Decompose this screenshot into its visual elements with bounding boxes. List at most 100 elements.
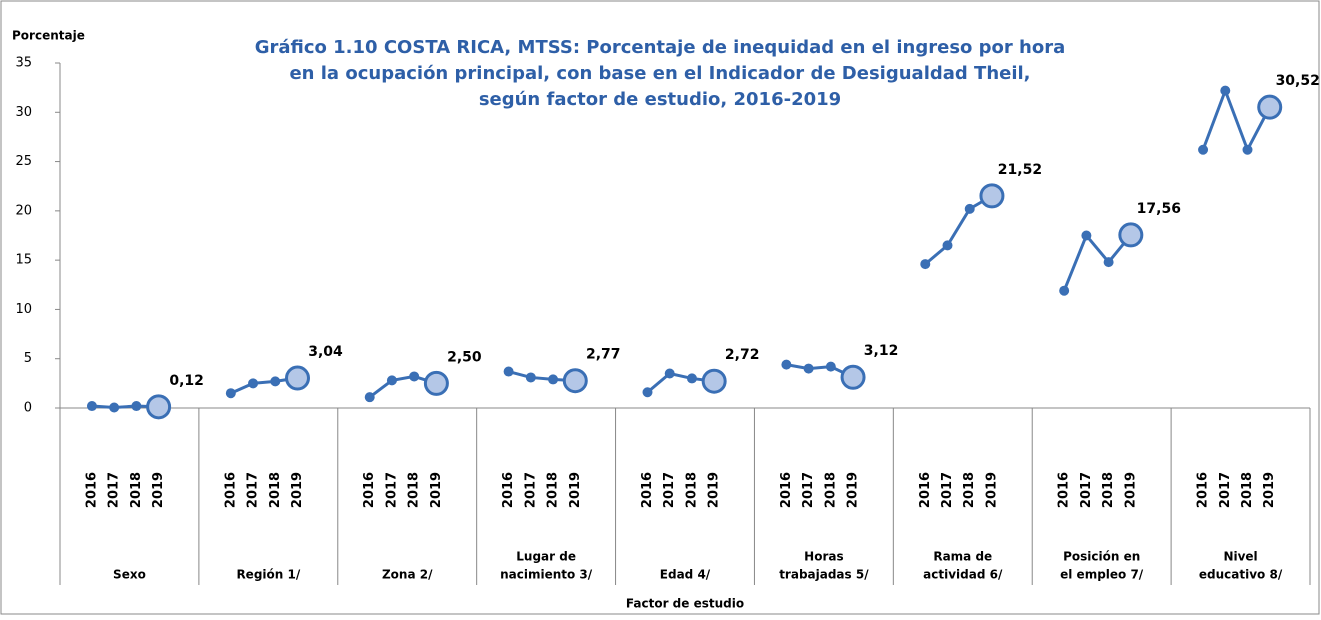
x-tick-label: 2017: [107, 472, 122, 508]
group-label: Nivel: [1223, 550, 1257, 564]
x-tick-label: 2016: [223, 472, 238, 508]
x-tick-label: 2018: [1240, 472, 1255, 508]
y-tick-label: 15: [15, 253, 32, 268]
data-point: [1257, 94, 1283, 120]
data-label: 2,77: [586, 347, 621, 363]
data-point: [942, 240, 953, 251]
y-tick-label: 0: [24, 401, 32, 416]
x-tick-label: 2018: [962, 472, 977, 508]
data-point: [86, 401, 97, 412]
x-tick-label: 2018: [684, 472, 699, 508]
data-point: [270, 376, 281, 387]
data-point: [686, 373, 697, 384]
data-point: [503, 366, 514, 377]
group-label: actividad 6/: [923, 568, 1003, 582]
data-point: [131, 401, 142, 412]
data-point: [1103, 257, 1114, 268]
y-tick-label: 30: [15, 105, 32, 120]
x-tick-label: 2019: [1262, 472, 1277, 508]
x-tick-label: 2016: [1196, 472, 1211, 508]
x-tick-label: 2017: [1218, 472, 1233, 508]
y-tick-label: 10: [15, 302, 32, 317]
data-point: [1059, 285, 1070, 296]
x-tick-label: 2019: [290, 472, 305, 508]
series-line: [924, 194, 993, 266]
data-point: [701, 368, 727, 394]
data-point: [803, 363, 814, 374]
data-point: [1220, 85, 1231, 96]
data-point: [364, 392, 375, 403]
x-tick-label: 2019: [1123, 472, 1138, 508]
data-point: [1118, 222, 1144, 248]
x-tick-label: 2016: [501, 472, 516, 508]
x-tick-label: 2018: [407, 472, 422, 508]
series-line: [1201, 86, 1272, 154]
data-point: [525, 372, 536, 383]
data-label: 2,50: [447, 349, 482, 365]
x-tick-label: 2019: [707, 472, 722, 508]
data-label: 21,52: [998, 162, 1042, 178]
group-label: Sexo: [113, 568, 146, 582]
x-tick-label: 2016: [84, 472, 99, 508]
data-point: [825, 361, 836, 372]
x-tick-label: 2018: [1101, 472, 1116, 508]
x-tick-label: 2018: [268, 472, 283, 508]
x-tick-label: 2017: [246, 472, 261, 508]
x-tick-label: 2018: [129, 472, 144, 508]
group-label: nacimiento 3/: [500, 568, 593, 582]
data-label: 2,72: [725, 347, 760, 363]
group-label: Lugar de: [516, 550, 576, 564]
data-label: 3,04: [308, 344, 343, 360]
data-point: [285, 365, 310, 391]
x-tick-label: 2017: [1079, 472, 1094, 508]
data-label: 30,52: [1276, 73, 1320, 89]
data-point: [248, 378, 259, 389]
x-tick-label: 2016: [640, 472, 655, 508]
data-point: [964, 203, 975, 214]
group-label: Zona 2/: [382, 568, 433, 582]
x-tick-label: 2017: [384, 472, 399, 508]
x-tick-label: 2017: [940, 472, 955, 508]
data-point: [1198, 144, 1209, 155]
group-label: trabajadas 5/: [779, 568, 869, 582]
data-point: [840, 364, 866, 390]
x-tick-label: 2016: [1057, 472, 1072, 508]
x-tick-label: 2019: [984, 472, 999, 508]
x-tick-label: 2019: [568, 472, 583, 508]
data-point: [423, 370, 449, 396]
x-tick-label: 2018: [823, 472, 838, 508]
data-point: [109, 402, 120, 413]
x-tick-label: 2018: [546, 472, 561, 508]
group-label: Región 1/: [236, 568, 300, 582]
x-tick-label: 2019: [429, 472, 444, 508]
data-label: 0,12: [169, 373, 204, 389]
data-point: [409, 371, 420, 382]
x-tick-label: 2016: [779, 472, 794, 508]
data-label: 17,56: [1137, 201, 1181, 217]
data-point: [979, 183, 1005, 209]
data-point: [781, 359, 792, 370]
data-point: [386, 375, 397, 386]
group-label: Rama de: [933, 550, 992, 564]
chart-title: Gráfico 1.10 COSTA RICA, MTSS: Porcentaj…: [255, 37, 1066, 58]
group-label: Posición en: [1063, 550, 1140, 564]
x-axis-label: Factor de estudio: [626, 597, 744, 611]
chart-title: según factor de estudio, 2016-2019: [479, 89, 841, 110]
group-label: Edad 4/: [660, 568, 711, 582]
data-point: [664, 368, 675, 379]
y-tick-label: 20: [15, 203, 32, 218]
group-label: educativo 8/: [1199, 568, 1283, 582]
data-point: [548, 374, 559, 385]
x-tick-label: 2017: [662, 472, 677, 508]
x-tick-label: 2016: [918, 472, 933, 508]
y-tick-label: 5: [24, 351, 32, 366]
x-tick-label: 2019: [846, 472, 861, 508]
data-point: [225, 388, 236, 399]
data-label: 3,12: [864, 343, 899, 359]
data-point: [1242, 144, 1253, 155]
x-tick-label: 2017: [523, 472, 538, 508]
x-tick-label: 2016: [362, 472, 377, 508]
x-tick-label: 2019: [151, 472, 166, 508]
